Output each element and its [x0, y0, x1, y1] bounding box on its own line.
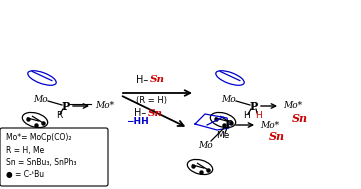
Text: H–: H–	[136, 75, 148, 85]
Text: H–: H–	[134, 108, 146, 118]
FancyBboxPatch shape	[0, 128, 108, 186]
Text: Mo: Mo	[198, 140, 212, 149]
Text: Mo: Mo	[33, 95, 47, 105]
Text: R: R	[56, 112, 62, 121]
Text: Sn = SnBu₃, SnPh₃: Sn = SnBu₃, SnPh₃	[6, 157, 77, 167]
Text: Sn: Sn	[150, 75, 165, 84]
Text: R = H, Me: R = H, Me	[6, 146, 44, 154]
Text: P: P	[250, 101, 258, 112]
Text: H: H	[255, 112, 261, 121]
Text: Sn: Sn	[269, 132, 285, 143]
Text: Mo*: Mo*	[260, 121, 279, 129]
Text: Mo: Mo	[221, 95, 235, 105]
Text: P: P	[225, 119, 233, 130]
Text: Mo*: Mo*	[283, 101, 302, 111]
Text: H: H	[243, 112, 249, 121]
Text: Sn: Sn	[148, 108, 163, 118]
Text: ● = C-ᵗBu: ● = C-ᵗBu	[6, 170, 44, 178]
Text: Mo*: Mo*	[95, 101, 114, 111]
Text: Me: Me	[216, 130, 230, 139]
Text: −HH: −HH	[126, 118, 148, 126]
Text: Sn: Sn	[292, 112, 308, 123]
Text: (R = H): (R = H)	[136, 97, 168, 105]
Text: Mo*= MoCp(CO)₂: Mo*= MoCp(CO)₂	[6, 133, 71, 143]
Text: P: P	[62, 101, 70, 112]
